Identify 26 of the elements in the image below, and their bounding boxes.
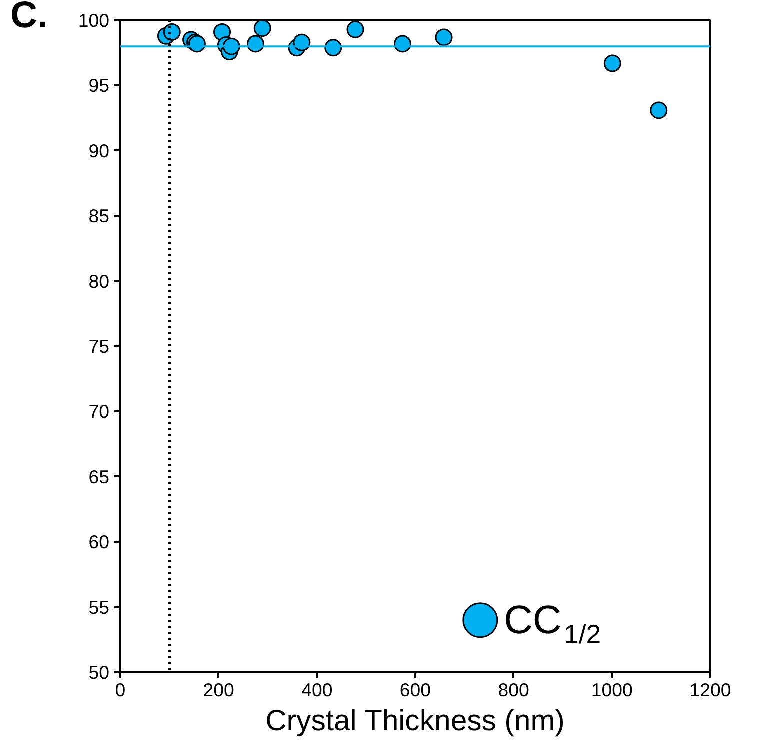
y-tick-label: 80: [88, 270, 110, 292]
point: [254, 20, 272, 38]
x-axis-title: Crystal Thickness (nm): [266, 704, 565, 738]
y-tick-label: 100: [78, 10, 110, 31]
text: C.: [10, 0, 48, 36]
point: [435, 28, 453, 46]
x-tick-label: 1200: [690, 680, 732, 700]
point: [604, 54, 622, 72]
y-tick-label: 75: [88, 336, 110, 357]
x-tick-label: 800: [498, 680, 530, 700]
y-tick-label: 95: [88, 75, 110, 96]
y-tick-label: 85: [88, 206, 110, 227]
y-tick-label: 55: [88, 596, 110, 618]
y-tick-label: 50: [88, 662, 110, 683]
x-tick-label: 400: [302, 680, 333, 700]
y-tick-label: 90: [88, 140, 110, 162]
y-tick-label: 60: [88, 532, 110, 553]
x-tick-label: 0: [115, 680, 126, 700]
point: [163, 24, 181, 41]
x-tick-label: 200: [203, 680, 234, 700]
point: [346, 20, 364, 38]
y-tick-label: 70: [88, 401, 110, 422]
x-tick-label: 600: [400, 680, 432, 700]
x-tick-label: 1000: [591, 680, 633, 700]
point: [650, 102, 668, 120]
y-tick-label: 65: [88, 466, 110, 488]
